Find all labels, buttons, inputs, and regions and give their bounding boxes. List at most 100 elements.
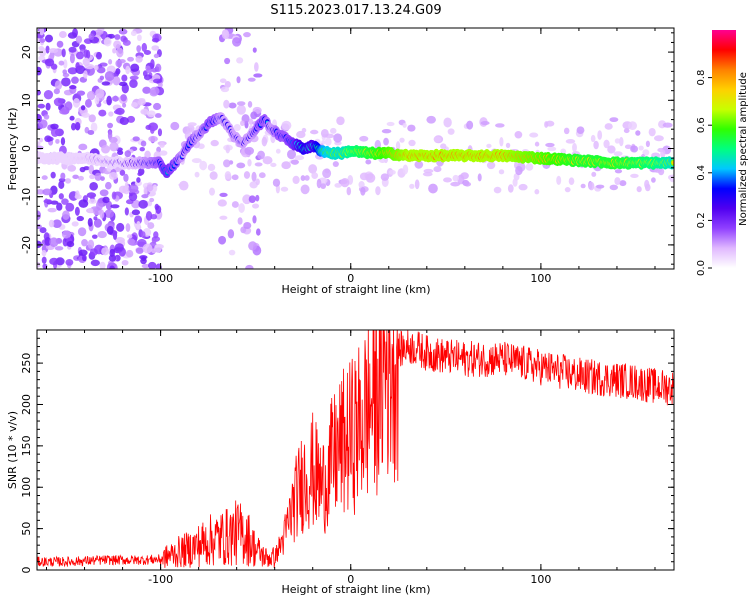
spectrogram-noise-cell [136,45,142,53]
spectrogram-noise-cell [68,46,77,53]
spectrogram-noise-cell [514,130,523,139]
spectrogram-noise-cell [141,263,150,269]
spectrogram-noise-cell [62,69,68,75]
snr-plot-area [37,330,674,570]
colorbar-ticks: 0.0 0.2 0.4 0.6 0.8 [696,70,712,276]
spectrogram-noise-cell [624,144,632,150]
spectrogram-noise-cell [261,136,268,147]
spectrogram-noise-cell [224,81,231,88]
spectrogram-noise-cell [316,178,322,189]
spectrogram-noise-cell [662,122,673,128]
spectrogram-noise-cell [512,178,518,187]
spectrogram-noise-cell [90,122,98,132]
spectrogram-noise-cell [322,168,332,179]
spectrogram-noise-cell [499,137,504,147]
spectrogram-noise-cell [120,94,127,102]
spectrogram-noise-cell [423,168,434,174]
spectrogram-noise-cell [556,175,562,185]
spectrogram-noise-cell [121,259,129,266]
spectrogram-noise-cell [62,210,70,220]
spectrogram-noise-cell [105,181,112,190]
spectrogram-noise-cell [443,117,452,128]
spectrogram-noise-cell [340,178,350,188]
spectrogram-noise-cell [426,115,436,124]
spectrogram-noise-cell [660,149,666,159]
spectrogram-noise-cell [154,203,160,211]
spectrogram-noise-cell [333,133,343,143]
spectrogram-noise-cell [564,187,571,193]
spectrogram-noise-cell [152,102,162,111]
snr-frame [36,329,675,571]
spectrogram-noise-cell [152,78,163,84]
spectrogram-noise-cell [619,136,624,147]
spectrogram-noise-cell [71,221,79,227]
spectrogram-noise-cell [37,210,41,221]
snr-panel: -100 0 100 0 50 100 150 200 250 Height of strai… [6,329,675,596]
colorbar-tick-label: 0.0 [696,260,707,276]
spectrogram-y-tick-label: 0 [20,145,33,152]
spectrogram-noise-cell [99,261,106,269]
spectrogram-noise-cell [232,37,242,47]
snr-y-axis-label: SNR (10 * v/v) [6,411,19,489]
spectrogram-noise-cell [359,172,369,181]
spectrogram-noise-cell [108,254,117,262]
spectrogram-noise-cell [495,123,505,128]
spectrogram-noise-cell [129,75,139,80]
spectrogram-noise-cell [154,113,162,118]
spectrogram-noise-cell [134,215,143,225]
spectrogram-noise-cell [46,136,54,142]
spectrogram-noise-cell [82,57,90,67]
spectrogram-noise-cell [563,127,570,135]
spectrogram-noise-cell [101,81,111,86]
spectrogram-noise-cell [414,179,420,190]
figure-title: S115.2023.017.13.24.G09 [270,3,441,18]
spectrogram-noise-cell [72,98,81,108]
spectrogram-noise-cell [94,64,99,71]
spectrogram-noise-cell [41,175,48,180]
snr-x-axis-label: Height of straight line (km) [281,583,430,596]
spectrogram-noise-cell [49,257,59,266]
spectrogram-noise-cell [127,56,134,62]
spectrogram-noise-cell [37,240,42,249]
spectrogram-noise-cell [321,140,326,145]
spectrogram-noise-cell [292,175,300,185]
spectrogram-noise-cell [88,114,96,123]
spectrogram-noise-cell [603,139,610,149]
spectrogram-noise-cell [115,59,123,68]
spectrogram-noise-cell [113,109,122,115]
spectrogram-noise-cell [651,177,656,183]
spectrogram-noise-cell [255,194,260,202]
spectrogram-noise-cell [135,247,144,254]
spectrogram-noise-cell [106,95,112,106]
spectrogram-noise-cell [37,114,42,123]
spectrogram-noise-cell [248,241,258,251]
spectrogram-noise-cell [99,75,105,81]
spectrogram-noise-cell [58,180,65,189]
spectrogram-noise-cell [50,200,59,205]
spectrogram-noise-cell [254,162,263,167]
spectrogram-noise-cell [151,236,157,244]
spectrogram-noise-cell [199,160,208,171]
spectrogram-noise-cell [53,97,64,107]
spectrogram-noise-cell [547,146,557,152]
spectrogram-noise-cell [141,194,149,199]
spectrogram-noise-cell [407,124,416,132]
spectrogram-noise-cell [593,140,599,150]
spectrogram-noise-cell [108,59,113,65]
spectrogram-noise-cell [41,256,47,264]
spectrogram-noise-cell [134,180,142,187]
spectrogram-noise-cell [300,175,306,182]
spectrogram-noise-cell [132,136,140,142]
spectrogram-noise-cell [84,98,92,108]
spectrogram-noise-cell [67,67,78,75]
spectrogram-noise-cell [122,39,131,46]
spectrogram-noise-cell [69,115,75,121]
spectrogram-noise-cell [300,184,310,195]
spectrogram-noise-cell [109,142,119,152]
spectrogram-noise-cell [486,143,492,149]
spectrogram-noise-cell [112,47,117,54]
spectrogram-noise-cell [103,37,112,47]
spectrogram-noise-cell [619,180,627,187]
spectrogram-noise-cell [53,88,60,95]
spectrogram-noise-cell [118,28,128,35]
